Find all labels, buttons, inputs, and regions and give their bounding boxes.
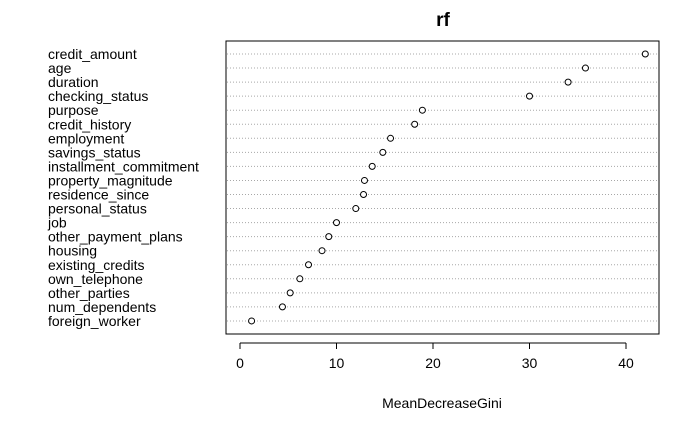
x-tick-label: 30 [522, 355, 538, 371]
category-label: property_magnitude [48, 172, 173, 188]
category-label: other_parties [48, 285, 130, 301]
data-point-checking-status [526, 92, 533, 100]
category-labels: credit_amountagedurationchecking_statusp… [47, 46, 199, 329]
data-point-housing [318, 247, 326, 255]
plot-frame [225, 40, 660, 335]
category-label: housing [48, 243, 97, 259]
data-point-credit-amount [641, 50, 649, 58]
data-points [248, 50, 649, 325]
category-label: existing_credits [48, 257, 145, 273]
data-point-residence-since [360, 191, 368, 198]
data-point-purpose [418, 106, 426, 114]
data-point-personal-status [352, 205, 360, 213]
category-label: other_payment_plans [48, 229, 183, 245]
x-axis: 0 10 20 30 40 [236, 342, 634, 371]
category-label: duration [48, 74, 99, 90]
x-axis-label: MeanDecreaseGini [382, 395, 502, 411]
data-point-age [581, 64, 589, 72]
data-point-foreign-worker [248, 317, 256, 325]
category-label: foreign_worker [48, 313, 141, 329]
category-label: residence_since [48, 187, 149, 203]
category-label: checking_status [48, 88, 148, 104]
category-label: job [47, 215, 67, 231]
x-tick-label: 20 [425, 355, 441, 371]
data-point-job [333, 219, 340, 227]
data-point-credit-history [411, 120, 419, 128]
x-tick-label: 10 [329, 355, 345, 371]
category-label: employment [48, 130, 124, 146]
category-label: own_telephone [48, 271, 143, 287]
data-point-other-payment-plans [325, 233, 333, 241]
x-tick-label: 0 [236, 355, 244, 371]
data-point-own-telephone [296, 275, 304, 283]
category-label: age [48, 60, 72, 76]
category-label: savings_status [48, 144, 141, 160]
category-label: num_dependents [48, 299, 156, 315]
category-label: installment_commitment [48, 158, 199, 174]
data-point-existing-credits [305, 261, 313, 269]
data-point-savings-status [379, 148, 387, 156]
data-point-property-magnitude [360, 176, 368, 184]
category-label: credit_history [48, 116, 131, 132]
category-label: credit_amount [48, 46, 137, 62]
x-tick-label: 40 [618, 355, 634, 371]
data-point-employment [387, 134, 395, 142]
category-label: personal_status [48, 201, 147, 217]
chart-title: rf [436, 10, 450, 31]
data-point-duration [564, 78, 572, 86]
guide-lines [227, 53, 658, 322]
data-point-num-dependents [278, 303, 286, 311]
category-label: purpose [48, 102, 99, 118]
data-point-installment-commitment [368, 162, 376, 170]
data-point-other-parties [286, 289, 294, 297]
